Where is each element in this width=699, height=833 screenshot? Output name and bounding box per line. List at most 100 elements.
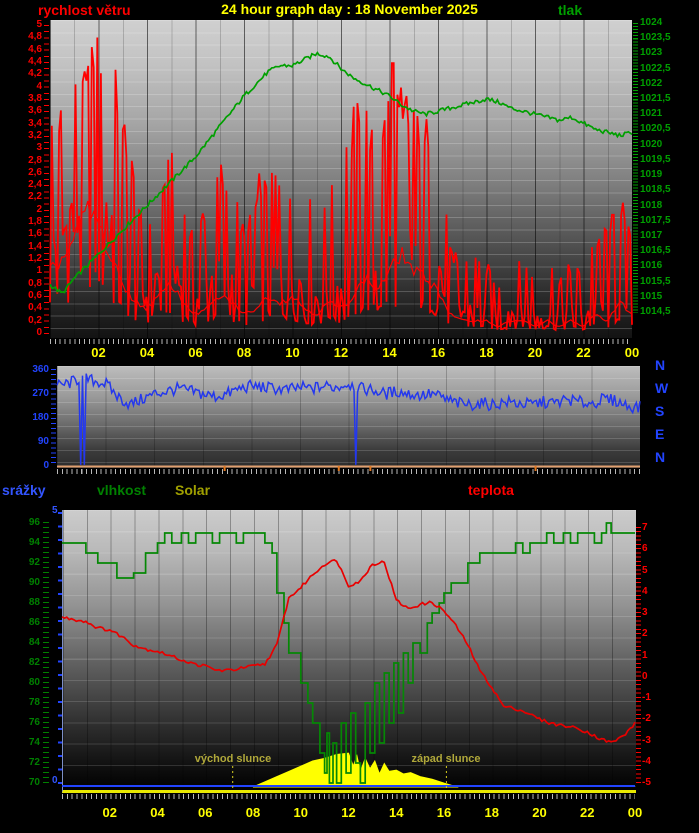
humidity-axis-label: 82 (28, 657, 40, 668)
direction-axis-label: 90 (37, 436, 49, 447)
rain-axis-label: 5 (52, 505, 58, 516)
bottom-hour-label: 14 (389, 805, 404, 820)
direction-axis-ticks (51, 369, 56, 467)
top-hour-label: 08 (236, 345, 252, 360)
temperature-axis-label: 6 (642, 543, 648, 555)
wind-axis-label: 4,2 (28, 68, 42, 80)
temperature-axis-label: -3 (642, 734, 651, 746)
wind-axis-label: 3,2 (28, 129, 42, 141)
pressure-axis-ticks (633, 23, 638, 313)
pressure-axis-label: 1016,5 (640, 245, 671, 257)
pressure-axis-label: 1022,5 (640, 62, 671, 74)
pressure-axis-label: 1014,5 (640, 306, 671, 317)
bottom-hour-label: 20 (532, 805, 547, 820)
solar-series-label: Solar (175, 482, 211, 498)
temperature-axis-label: 3 (642, 607, 648, 618)
wind-axis-label: 2 (36, 203, 42, 215)
wind-axis-ticks (44, 25, 49, 334)
bottom-hour-label: 02 (102, 805, 117, 820)
top-hour-label: 00 (624, 345, 640, 360)
wind-axis-label: 1,8 (28, 216, 42, 228)
wind-axis-label: 1,4 (28, 240, 42, 252)
humidity-axis-label: 86 (28, 617, 40, 628)
temperature-axis-label: 0 (642, 670, 648, 682)
bottom-hour-label: 00 (627, 805, 643, 820)
wind-axis-label: 0,8 (28, 277, 42, 289)
rain-axis-ticks (58, 512, 62, 784)
temperature-series-label: teplota (468, 482, 514, 498)
compass-label: N (655, 449, 666, 465)
rain-series-label: srážky (2, 482, 46, 498)
wind-axis-label: 3,6 (28, 105, 42, 117)
pressure-axis-label: 1021 (640, 108, 663, 120)
pressure-axis-label: 1024 (640, 17, 663, 28)
wind-axis-label: 3,4 (28, 117, 42, 129)
top-hour-label: 12 (333, 345, 349, 360)
rain-axis-label: 0 (52, 775, 58, 786)
wind-axis-label: 1,6 (28, 228, 42, 240)
wind-pressure-chart (50, 20, 632, 338)
wind-axis-label: 4,8 (28, 31, 42, 43)
compass-label: E (655, 426, 665, 442)
pressure-axis-label: 1021,5 (640, 93, 671, 105)
direction-axis-label: 360 (32, 364, 49, 375)
sunrise-annotation: východ slunce (194, 753, 272, 765)
pressure-axis-label: 1015,5 (640, 275, 671, 287)
wind-axis-label: 2,2 (28, 191, 42, 203)
temperature-axis-label: 1 (642, 649, 648, 661)
top-hour-label: 10 (285, 345, 300, 360)
wind-speed-axis-title: rychlost větru (38, 2, 131, 18)
bottom-hour-label: 12 (341, 805, 356, 820)
bottom-hour-label: 22 (580, 805, 595, 820)
top-hour-label: 16 (430, 345, 446, 360)
pressure-axis-label: 1018,5 (640, 184, 671, 196)
humidity-axis-label: 74 (28, 737, 40, 748)
pressure-axis-label: 1015 (640, 290, 663, 302)
wind-axis-label: 3,8 (28, 92, 42, 104)
top-hour-label: 06 (188, 345, 203, 360)
wind-axis-label: 4,4 (28, 55, 42, 67)
humidity-axis-label: 72 (28, 757, 40, 768)
bottom-hour-label: 16 (436, 805, 452, 820)
compass-label: W (655, 380, 669, 396)
wind-axis-label: 5 (36, 19, 42, 30)
wind-axis-label: 0,2 (28, 314, 42, 326)
page-title: 24 hour graph day : 18 November 2025 (221, 1, 478, 17)
humidity-axis-label: 90 (28, 577, 40, 588)
wind-axis-label: 3 (36, 142, 42, 154)
wind-axis-label: 2,8 (28, 154, 42, 166)
pressure-axis-label: 1022 (640, 77, 663, 89)
bottom-hour-label: 06 (198, 805, 213, 820)
bottom-hour-label: 18 (484, 805, 499, 820)
direction-axis-label: 0 (43, 460, 49, 471)
temperature-axis-label: -2 (642, 713, 651, 725)
pressure-axis-label: 1023 (640, 47, 663, 59)
pressure-axis-label: 1019,5 (640, 153, 671, 165)
wind-axis-label: 0 (36, 327, 42, 338)
wind-axis-label: 0,6 (28, 290, 42, 302)
direction-axis-label: 270 (32, 388, 49, 399)
humidity-axis-label: 92 (28, 557, 40, 568)
wind-axis-label: 2,4 (28, 179, 42, 191)
pressure-axis-label: 1016 (640, 260, 663, 272)
compass-label: S (655, 403, 665, 419)
humidity-solar-temperature-chart (62, 510, 636, 793)
pressure-axis-label: 1017 (640, 229, 663, 241)
temperature-axis-label: -1 (642, 692, 651, 703)
wind-direction-chart (57, 366, 640, 468)
top-hour-label: 02 (91, 345, 106, 360)
humidity-axis-label: 84 (28, 637, 40, 648)
humidity-axis-label: 80 (28, 677, 40, 688)
pressure-axis-label: 1018 (640, 199, 663, 211)
top-hour-label: 22 (576, 345, 591, 360)
wind-axis-label: 2,6 (28, 166, 42, 178)
temperature-axis-label: 5 (642, 564, 648, 576)
humidity-axis-label: 94 (28, 537, 40, 548)
pressure-axis-title: tlak (558, 2, 583, 18)
sunset-annotation: západ slunce (411, 753, 481, 765)
pressure-axis-label: 1019 (640, 169, 663, 181)
top-hour-label: 18 (479, 345, 494, 360)
wind-axis-label: 0,4 (28, 302, 42, 314)
humidity-series-label: vlhkost (97, 482, 147, 498)
